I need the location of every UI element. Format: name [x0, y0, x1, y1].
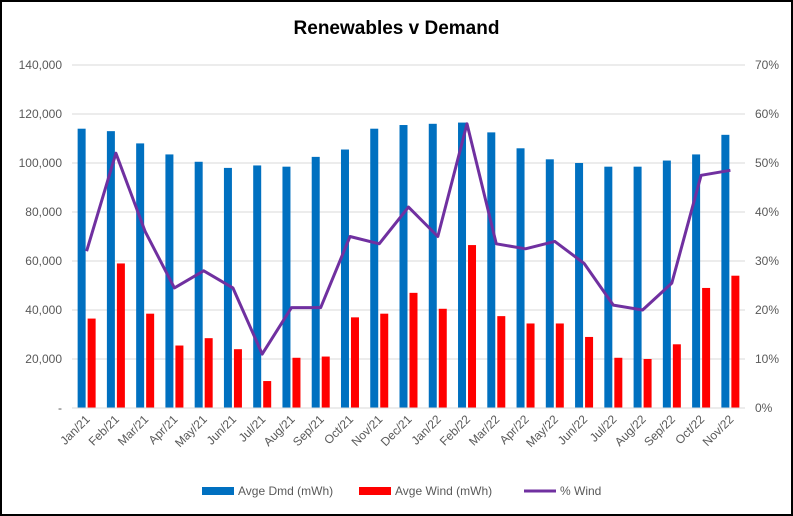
bar-avge-dmd: [516, 148, 525, 409]
bar-avge-dmd: [487, 132, 496, 408]
bar-avge-wind: [643, 359, 652, 408]
x-tick-label: Feb/22: [437, 412, 474, 449]
legend-swatch: [359, 487, 391, 495]
y-right-tick-label: 50%: [755, 156, 779, 170]
y-left-tick-label: 80,000: [25, 205, 62, 219]
bar-avge-dmd: [399, 125, 408, 409]
y-left-tick-label: 40,000: [25, 303, 62, 317]
y-right-tick-label: 40%: [755, 205, 779, 219]
x-tick-label: Aug/22: [612, 412, 649, 449]
y-left-tick-label: 100,000: [19, 156, 63, 170]
y-right-tick-label: 10%: [755, 352, 779, 366]
bar-avge-dmd: [136, 143, 145, 408]
bar-avge-wind: [468, 245, 477, 408]
bar-avge-dmd: [340, 149, 349, 408]
bar-avge-wind: [380, 313, 389, 408]
bar-avge-wind: [614, 357, 623, 408]
y-left-tick-label: 120,000: [19, 107, 63, 121]
x-tick-label: May/21: [172, 412, 210, 450]
bar-avge-wind: [116, 263, 125, 408]
chart-title: Renewables v Demand: [293, 18, 500, 39]
bar-avge-dmd: [692, 154, 701, 408]
y-right-tick-label: 70%: [755, 58, 779, 72]
bar-avge-wind: [233, 349, 242, 408]
x-tick-label: Jan/21: [57, 412, 93, 448]
bar-avge-dmd: [253, 165, 262, 408]
bar-avge-dmd: [282, 166, 291, 408]
y-right-tick-label: 30%: [755, 254, 779, 268]
x-tick-label: Sep/22: [641, 412, 678, 449]
bar-avge-wind: [350, 317, 359, 408]
x-tick-label: May/22: [523, 412, 561, 450]
bar-avge-dmd: [721, 134, 730, 408]
y-left-tick-label: 140,000: [19, 58, 63, 72]
bar-avge-dmd: [370, 128, 379, 408]
y-left-tick-label: 60,000: [25, 254, 62, 268]
x-tick-label: Aug/21: [261, 412, 298, 449]
bar-avge-dmd: [311, 156, 320, 408]
bar-avge-wind: [555, 323, 564, 408]
x-tick-label: Dec/21: [378, 412, 415, 449]
bar-avge-wind: [497, 316, 506, 408]
bar-avge-dmd: [575, 163, 584, 408]
bar-avge-dmd: [77, 128, 86, 408]
bar-avge-dmd: [604, 166, 613, 408]
bar-avge-wind: [731, 275, 740, 408]
bar-avge-wind: [585, 336, 594, 408]
x-tick-label: Nov/22: [700, 412, 737, 449]
bar-avge-wind: [292, 357, 301, 408]
bar-avge-wind: [321, 356, 330, 408]
x-tick-label: Mar/22: [466, 412, 503, 449]
x-tick-label: Nov/21: [349, 412, 386, 449]
bar-avge-wind: [87, 318, 96, 408]
bar-avge-wind: [702, 287, 711, 408]
legend-label: Avge Dmd (mWh): [238, 484, 333, 498]
bar-avge-dmd: [633, 166, 642, 408]
bar-avge-wind: [526, 323, 535, 408]
y-left-tick-label: -: [58, 401, 62, 415]
x-tick-label: Feb/21: [86, 412, 123, 449]
legend-swatch: [202, 487, 234, 495]
bar-avge-dmd: [223, 167, 232, 408]
x-tick-label: Sep/21: [290, 412, 327, 449]
bar-avge-dmd: [428, 123, 437, 409]
bar-avge-wind: [204, 338, 213, 408]
bar-avge-wind: [409, 292, 418, 408]
bar-avge-dmd: [194, 161, 203, 408]
x-tick-label: Jun/21: [204, 412, 240, 448]
legend-label: % Wind: [560, 484, 601, 498]
line-pct-wind: [85, 122, 731, 356]
bar-avge-wind: [146, 313, 155, 408]
y-left-tick-label: 20,000: [25, 352, 62, 366]
bar-avge-wind: [175, 345, 184, 408]
x-tick-label: Jan/22: [409, 412, 445, 448]
y-right-tick-label: 0%: [755, 401, 773, 415]
bar-avge-wind: [263, 381, 272, 408]
x-tick-label: Mar/21: [115, 412, 152, 449]
x-tick-label: Jun/22: [555, 412, 591, 448]
y-right-tick-label: 60%: [755, 107, 779, 121]
y-right-tick-label: 20%: [755, 303, 779, 317]
bar-avge-dmd: [545, 159, 554, 408]
bar-avge-dmd: [106, 131, 115, 408]
bar-avge-wind: [438, 308, 447, 408]
bar-avge-dmd: [662, 160, 671, 408]
bar-avge-dmd: [458, 122, 467, 408]
legend-label: Avge Wind (mWh): [395, 484, 492, 498]
bar-avge-wind: [672, 344, 681, 408]
